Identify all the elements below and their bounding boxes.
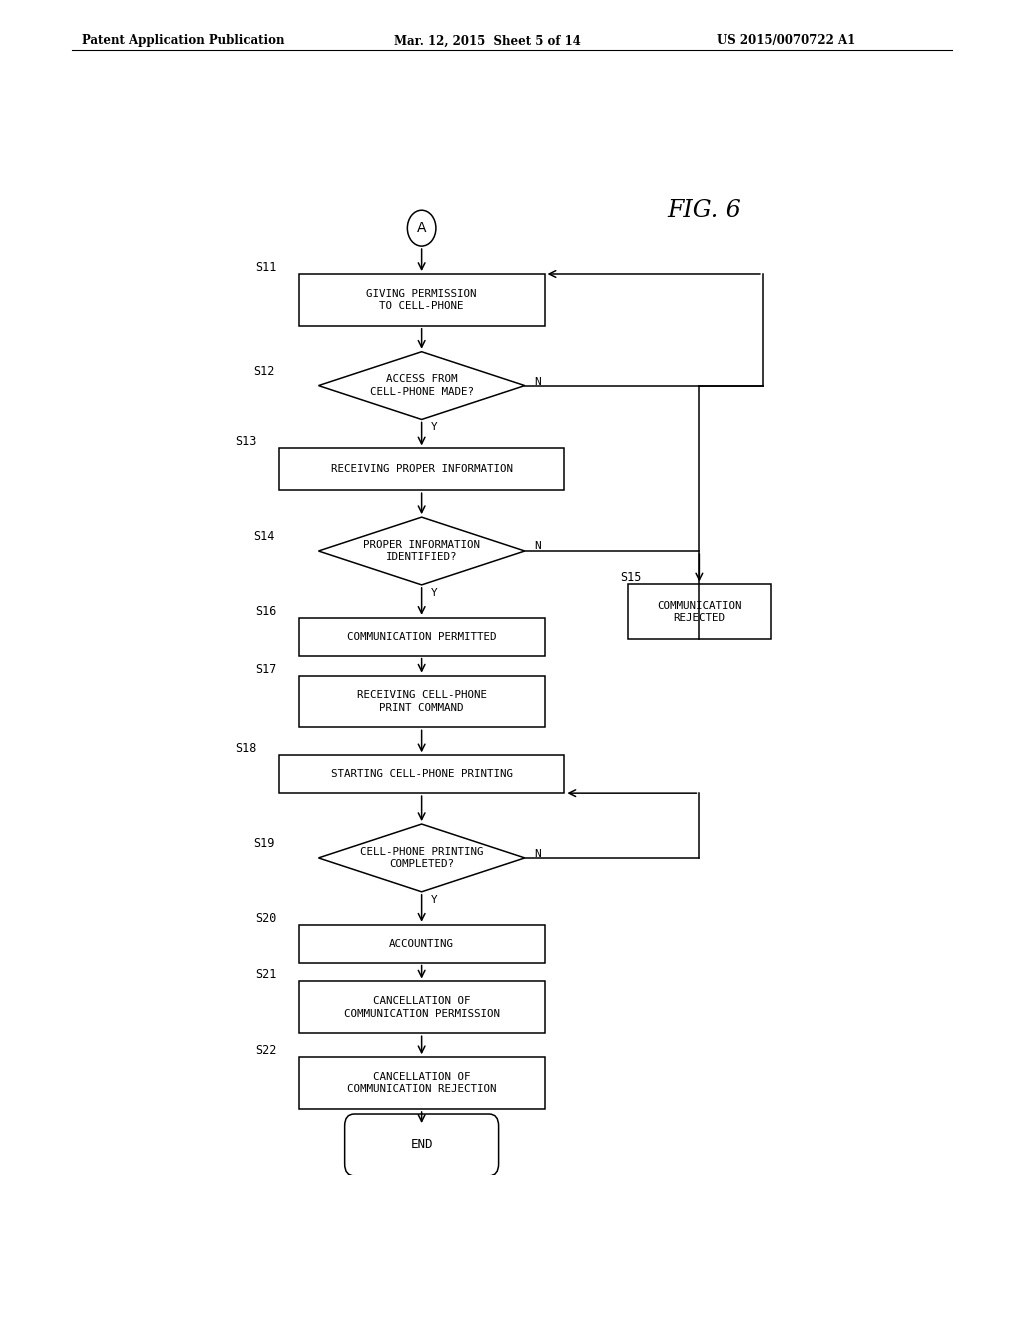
Text: N: N	[535, 376, 541, 387]
FancyBboxPatch shape	[628, 585, 771, 639]
Text: CANCELLATION OF
COMMUNICATION REJECTION: CANCELLATION OF COMMUNICATION REJECTION	[347, 1072, 497, 1094]
Text: S19: S19	[253, 837, 274, 850]
Text: CANCELLATION OF
COMMUNICATION PERMISSION: CANCELLATION OF COMMUNICATION PERMISSION	[344, 997, 500, 1019]
Polygon shape	[318, 824, 524, 892]
FancyBboxPatch shape	[299, 982, 545, 1034]
Text: Patent Application Publication: Patent Application Publication	[82, 34, 285, 48]
FancyBboxPatch shape	[299, 676, 545, 727]
Text: N: N	[535, 541, 541, 550]
Text: CELL-PHONE PRINTING
COMPLETED?: CELL-PHONE PRINTING COMPLETED?	[359, 846, 483, 869]
Text: Y: Y	[431, 895, 438, 904]
Text: S20: S20	[255, 912, 276, 925]
Text: S15: S15	[620, 572, 641, 585]
FancyBboxPatch shape	[299, 275, 545, 326]
Polygon shape	[318, 517, 524, 585]
Text: ACCESS FROM
CELL-PHONE MADE?: ACCESS FROM CELL-PHONE MADE?	[370, 375, 474, 397]
Text: Y: Y	[431, 422, 438, 433]
Text: Mar. 12, 2015  Sheet 5 of 14: Mar. 12, 2015 Sheet 5 of 14	[394, 34, 581, 48]
FancyBboxPatch shape	[299, 1057, 545, 1109]
Text: S21: S21	[255, 969, 276, 982]
Polygon shape	[318, 351, 524, 420]
Text: A: A	[417, 222, 426, 235]
Text: S14: S14	[253, 531, 274, 543]
FancyBboxPatch shape	[279, 449, 564, 490]
Text: N: N	[535, 849, 541, 859]
Text: US 2015/0070722 A1: US 2015/0070722 A1	[717, 34, 855, 48]
FancyBboxPatch shape	[279, 755, 564, 793]
Text: S11: S11	[255, 261, 276, 275]
Text: Y: Y	[431, 587, 438, 598]
Text: PROPER INFORMATION
IDENTIFIED?: PROPER INFORMATION IDENTIFIED?	[364, 540, 480, 562]
Text: GIVING PERMISSION
TO CELL-PHONE: GIVING PERMISSION TO CELL-PHONE	[367, 289, 477, 312]
Text: S16: S16	[255, 605, 276, 618]
Text: S13: S13	[236, 436, 256, 449]
FancyBboxPatch shape	[345, 1114, 499, 1176]
Text: FIG. 6: FIG. 6	[668, 199, 741, 222]
Text: COMMUNICATION
REJECTED: COMMUNICATION REJECTED	[657, 601, 741, 623]
FancyBboxPatch shape	[299, 925, 545, 962]
Circle shape	[408, 210, 436, 246]
Text: COMMUNICATION PERMITTED: COMMUNICATION PERMITTED	[347, 632, 497, 642]
Text: S17: S17	[255, 663, 276, 676]
Text: ACCOUNTING: ACCOUNTING	[389, 939, 454, 949]
Text: RECEIVING PROPER INFORMATION: RECEIVING PROPER INFORMATION	[331, 465, 513, 474]
FancyBboxPatch shape	[299, 618, 545, 656]
Text: RECEIVING CELL-PHONE
PRINT COMMAND: RECEIVING CELL-PHONE PRINT COMMAND	[356, 690, 486, 713]
Text: S18: S18	[236, 742, 256, 755]
Text: S22: S22	[255, 1044, 276, 1057]
Text: S12: S12	[253, 364, 274, 378]
Text: END: END	[411, 1138, 433, 1151]
Text: STARTING CELL-PHONE PRINTING: STARTING CELL-PHONE PRINTING	[331, 770, 513, 779]
